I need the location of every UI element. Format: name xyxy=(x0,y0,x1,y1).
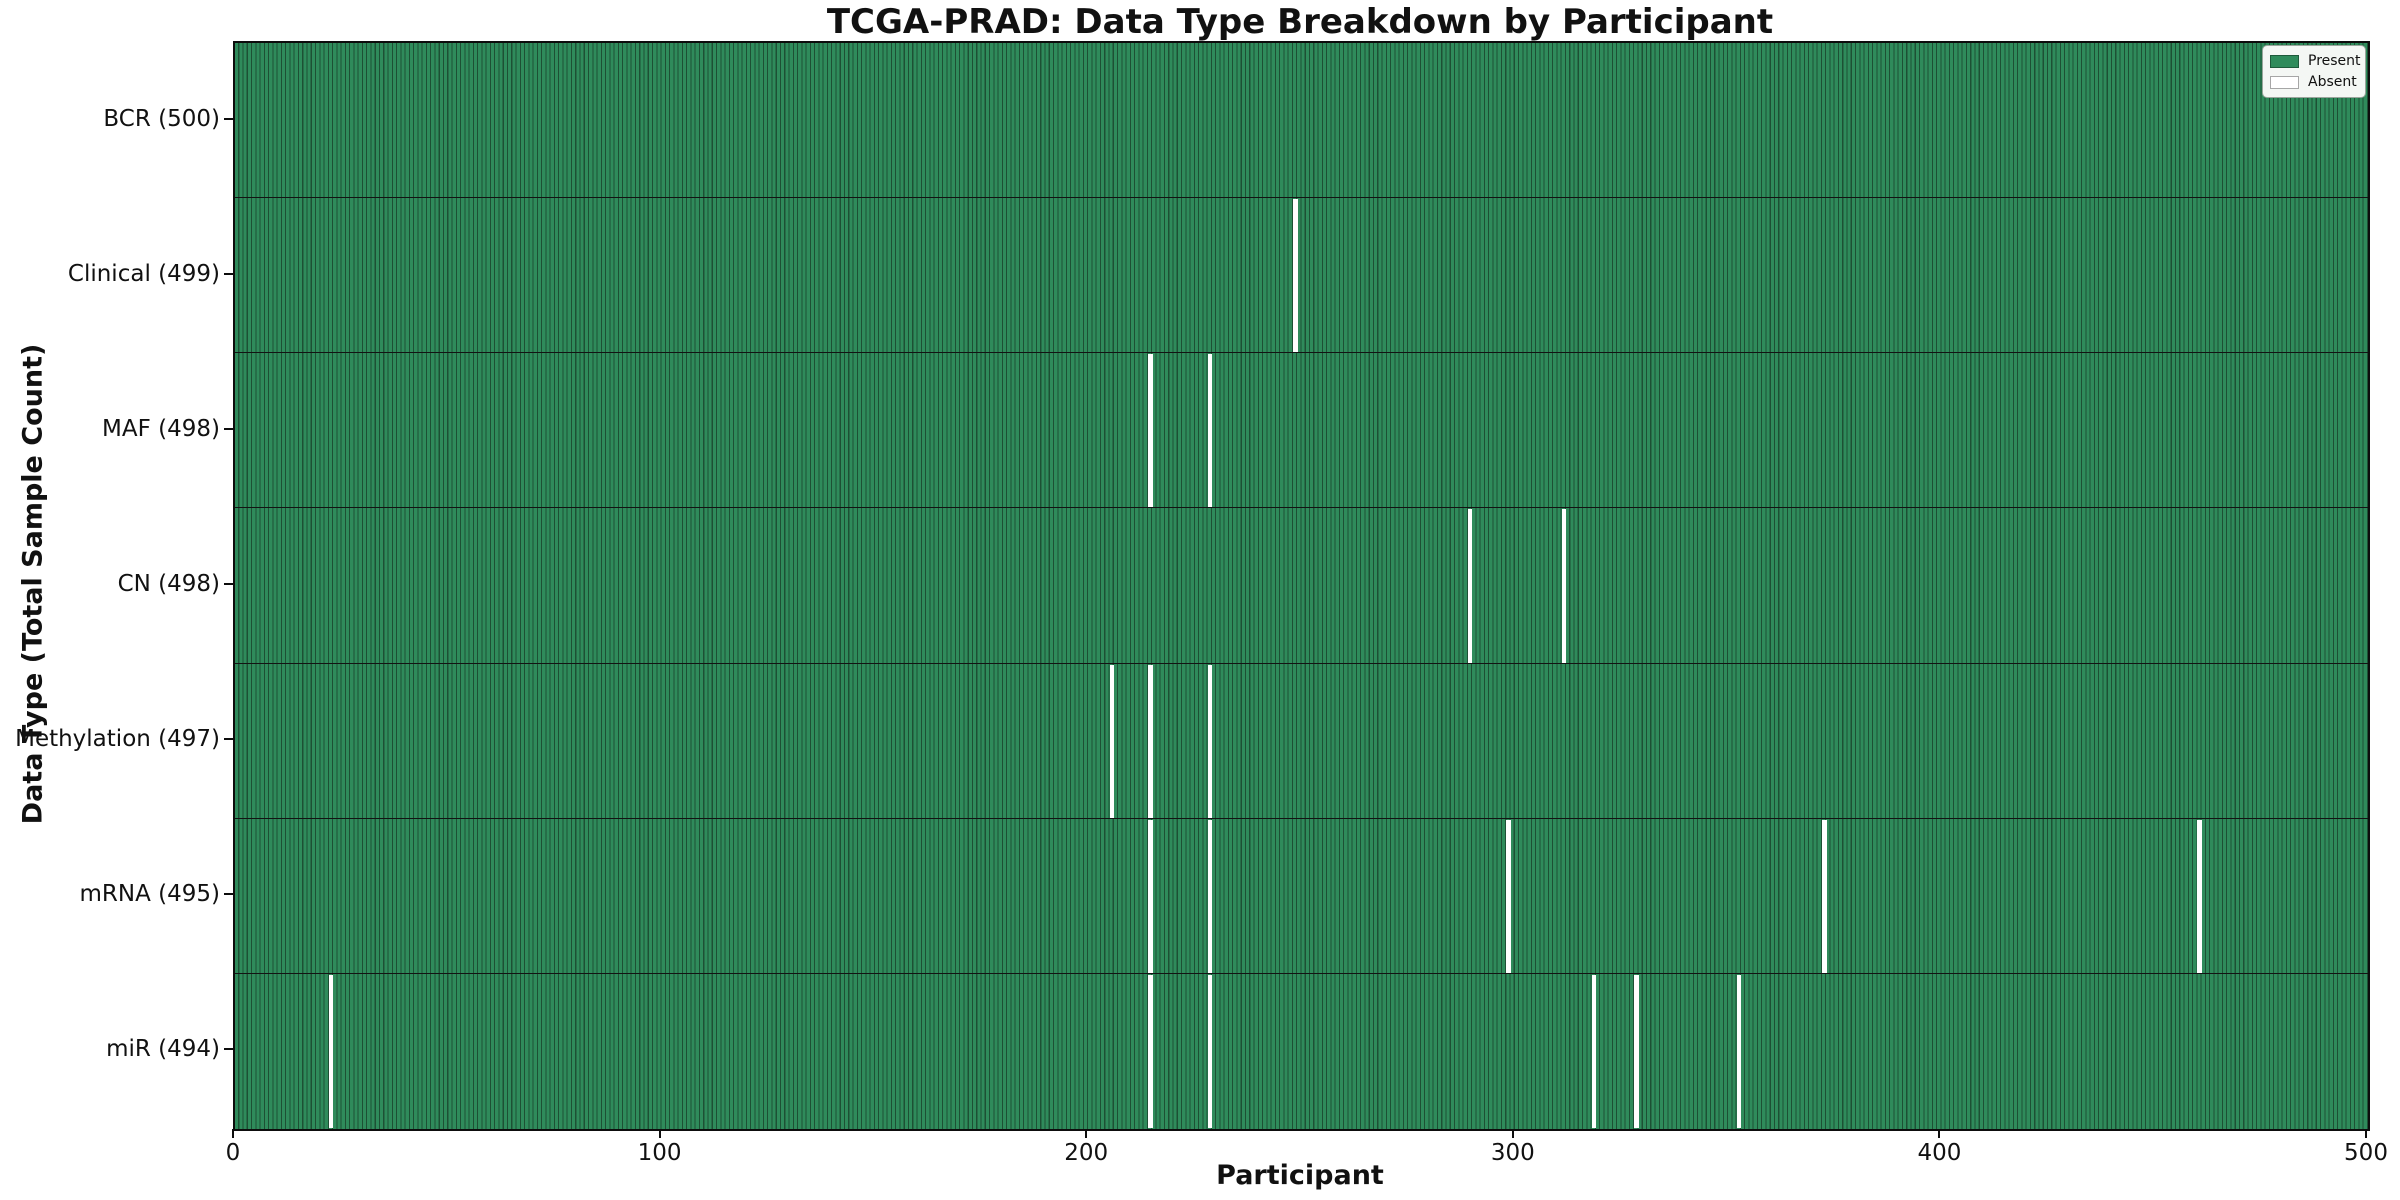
legend: Present Absent xyxy=(2262,45,2366,98)
absent-bar xyxy=(2197,819,2202,973)
absent-bar xyxy=(1147,664,1153,818)
absent-bar xyxy=(1109,664,1115,818)
absent-bar xyxy=(1821,819,1827,973)
row-divider xyxy=(235,817,2368,819)
y-tick-mark xyxy=(224,583,233,585)
row-divider xyxy=(235,197,2368,199)
x-tick-mark xyxy=(1511,1129,1514,1138)
x-axis-title: Participant xyxy=(1216,1160,1384,1191)
absent-bar xyxy=(1467,509,1473,663)
y-tick-mark xyxy=(224,893,233,896)
absent-bar xyxy=(328,974,334,1128)
absent-bar xyxy=(1506,819,1511,973)
x-tick-mark xyxy=(232,1129,234,1138)
absent-bar xyxy=(1147,819,1153,973)
x-tick-mark xyxy=(2365,1129,2367,1138)
row-divider xyxy=(235,507,2368,509)
y-tick-mark xyxy=(224,272,233,275)
x-tick-label: 500 xyxy=(2344,1140,2388,1166)
absent-bar xyxy=(1207,664,1213,818)
row-methylation xyxy=(235,664,2368,819)
row-bcr xyxy=(235,43,2368,198)
y-tick-mark xyxy=(224,427,233,430)
x-tick-label: 400 xyxy=(1917,1140,1962,1166)
absent-bar xyxy=(1207,354,1213,508)
row-cn xyxy=(235,508,2368,663)
y-tick-label: Methylation (497) xyxy=(15,726,220,753)
x-tick-mark xyxy=(1085,1129,1088,1138)
y-tick-label: CN (498) xyxy=(117,571,220,597)
row-divider xyxy=(235,352,2368,354)
x-tick-mark xyxy=(658,1129,661,1138)
x-tick-label: 100 xyxy=(637,1140,682,1166)
absent-bar xyxy=(1292,199,1298,353)
y-tick-mark xyxy=(224,738,233,741)
chart-title: TCGA-PRAD: Data Type Breakdown by Partic… xyxy=(826,2,1774,42)
absent-bar xyxy=(1634,974,1639,1128)
absent-bar xyxy=(1591,974,1597,1128)
absent-bar xyxy=(1147,354,1153,508)
y-tick-label: Clinical (499) xyxy=(67,260,220,287)
x-tick-label: 200 xyxy=(1064,1140,1109,1166)
absent-bar xyxy=(1207,974,1213,1128)
row-maf xyxy=(235,353,2368,508)
y-tick-mark xyxy=(224,1048,233,1051)
legend-swatch-present xyxy=(2270,55,2299,68)
y-tick-label: mRNA (495) xyxy=(79,881,220,908)
legend-swatch-absent xyxy=(2270,76,2299,89)
x-tick-label: 0 xyxy=(225,1140,241,1166)
row-mir xyxy=(235,974,2368,1129)
y-tick-label: BCR (500) xyxy=(103,105,220,132)
absent-bar xyxy=(1736,974,1742,1128)
legend-label: Present xyxy=(2308,53,2361,69)
plot-area xyxy=(233,41,2370,1131)
row-mrna xyxy=(235,819,2368,974)
y-tick-mark xyxy=(224,117,233,120)
y-tick-label: miR (494) xyxy=(106,1036,220,1063)
row-divider xyxy=(235,662,2368,664)
absent-bar xyxy=(1207,819,1213,973)
absent-bar xyxy=(1561,509,1567,663)
legend-item-present: Present xyxy=(2270,51,2361,72)
y-tick-label: MAF (498) xyxy=(102,415,220,442)
legend-item-absent: Absent xyxy=(2270,72,2358,93)
x-tick-label: 300 xyxy=(1490,1140,1535,1166)
row-divider xyxy=(235,972,2368,974)
legend-label: Absent xyxy=(2308,74,2357,90)
absent-bar xyxy=(1147,974,1153,1128)
row-clinical xyxy=(235,198,2368,353)
x-tick-mark xyxy=(1938,1129,1941,1138)
